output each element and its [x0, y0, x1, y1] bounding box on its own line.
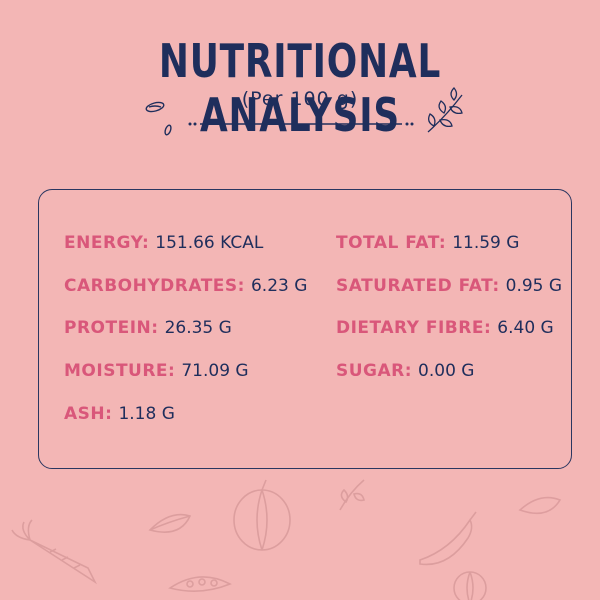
onion-icon — [453, 571, 487, 600]
nutrient-label: TOTAL FAT: — [336, 233, 447, 253]
nutrient-value: 11.59 G — [452, 233, 520, 253]
nutrient-value: 1.18 G — [118, 404, 175, 424]
nutrient-label: DIETARY FIBRE: — [336, 318, 492, 338]
nutrient-label: SATURATED FAT: — [336, 276, 500, 296]
leaf-icon — [518, 496, 562, 515]
herb-sprig-icon — [427, 87, 463, 133]
nutrient-value: 0.95 G — [505, 276, 563, 296]
nutrient-protein: PROTEIN: 26.35 G — [64, 318, 232, 338]
pea-pod-icon — [168, 576, 232, 592]
nutrient-label: PROTEIN: — [64, 318, 159, 338]
nutrient-value: 26.35 G — [164, 318, 232, 338]
nutrient-label: MOISTURE: — [64, 361, 176, 381]
chili-icon — [419, 511, 477, 566]
seed-icon — [145, 101, 172, 136]
herb-icon — [339, 479, 365, 511]
nutrient-value: 6.23 G — [250, 276, 308, 296]
nutrient-label: SUGAR: — [336, 361, 413, 381]
page-subtitle: (Per 100 g) — [241, 88, 359, 110]
nutrient-label: CARBOHYDRATES: — [64, 276, 245, 296]
pumpkin-icon — [233, 479, 291, 551]
food-doodles-background — [11, 479, 562, 600]
nutrient-value: 71.09 G — [181, 361, 249, 381]
header-decoration — [145, 87, 463, 136]
leaf-icon — [148, 513, 192, 533]
nutrient-energy: ENERGY: 151.66 KCAL — [64, 233, 263, 253]
divider-line — [188, 122, 414, 126]
nutrient-saturated-fat: SATURATED FAT: 0.95 G — [336, 276, 562, 296]
carrot-icon — [11, 519, 98, 585]
nutrient-moisture: MOISTURE: 71.09 G — [64, 361, 249, 381]
nutrient-total-fat: TOTAL FAT: 11.59 G — [336, 233, 519, 253]
nutrient-carbohydrates: CARBOHYDRATES: 6.23 G — [64, 276, 307, 296]
nutrient-sugar: SUGAR: 0.00 G — [336, 361, 474, 381]
nutrient-ash: ASH: 1.18 G — [64, 404, 175, 424]
nutrient-dietary-fibre: DIETARY FIBRE: 6.40 G — [336, 318, 554, 338]
page-title: NUTRITIONAL ANALYSIS — [158, 34, 442, 142]
nutrient-value: 151.66 KCAL — [155, 233, 264, 253]
nutrition-panel — [38, 189, 572, 469]
nutrient-value: 6.40 G — [497, 318, 554, 338]
nutrient-value: 0.00 G — [418, 361, 475, 381]
nutrient-label: ASH: — [64, 404, 113, 424]
nutrient-label: ENERGY: — [64, 233, 150, 253]
